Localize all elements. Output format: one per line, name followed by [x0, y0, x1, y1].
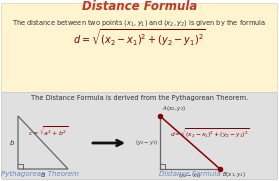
Text: The Distance Formula is derived from the Pythagorean Theorem.: The Distance Formula is derived from the… [31, 95, 248, 101]
Text: The distance between two points $(x_1, y_1)$ and $(x_2, y_2)$ is given by the fo: The distance between two points $(x_1, y… [12, 18, 267, 28]
FancyBboxPatch shape [1, 92, 278, 180]
Text: Pythagorean Theorem: Pythagorean Theorem [1, 171, 79, 177]
Text: $A(x_2, y_2)$: $A(x_2, y_2)$ [162, 104, 186, 113]
Text: $d = \sqrt{(x_2 - x_1)^2 + (y_2 - y_1)^2}$: $d = \sqrt{(x_2 - x_1)^2 + (y_2 - y_1)^2… [73, 28, 206, 48]
Text: $c = \sqrt{a^2 + b^2}$: $c = \sqrt{a^2 + b^2}$ [28, 124, 68, 138]
Text: Distance Formula: Distance Formula [159, 171, 221, 177]
FancyBboxPatch shape [1, 3, 278, 92]
Text: $(y_2 - y_1)$: $(y_2 - y_1)$ [135, 138, 158, 147]
Text: $b$: $b$ [9, 138, 15, 147]
Text: $(x_2 - x_1)$: $(x_2 - x_1)$ [178, 171, 202, 180]
Text: Distance Formula: Distance Formula [82, 1, 197, 14]
Text: $a$: $a$ [40, 171, 46, 179]
Text: $B(x_1, y_1)$: $B(x_1, y_1)$ [222, 170, 246, 179]
Text: $d = \sqrt{(x_2 - x_1)^2 + (y_2 - y_1)^2}$: $d = \sqrt{(x_2 - x_1)^2 + (y_2 - y_1)^2… [170, 126, 250, 140]
